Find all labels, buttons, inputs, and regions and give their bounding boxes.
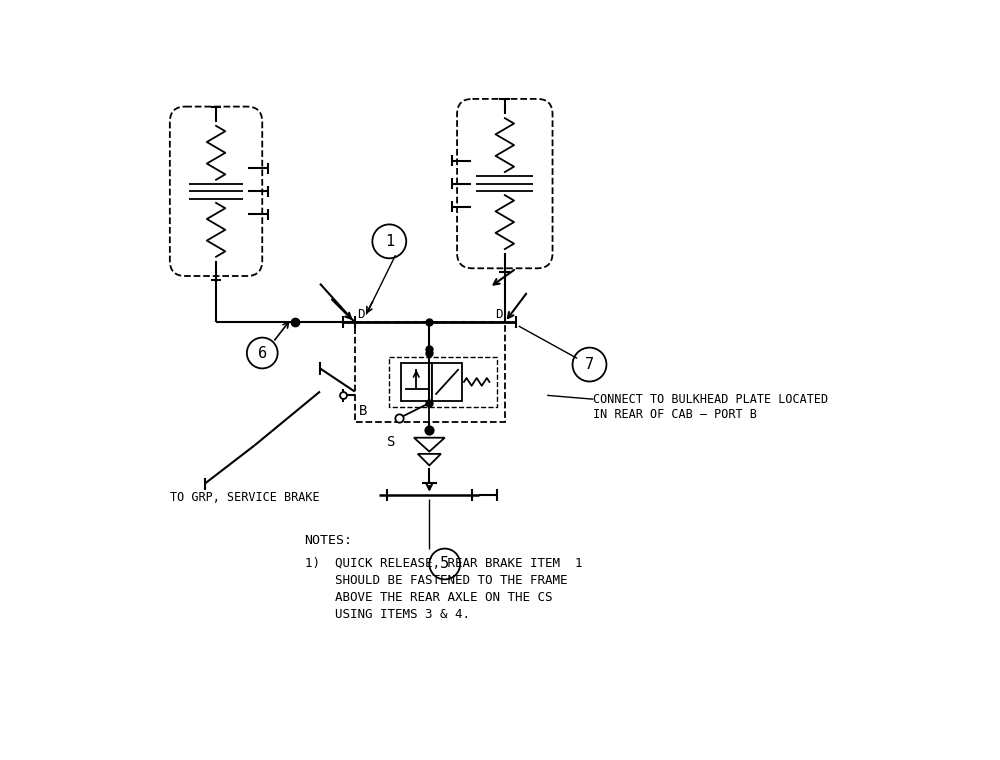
Bar (432, 363, 462, 401)
Text: D: D (495, 308, 502, 321)
Text: 1: 1 (385, 234, 394, 249)
Text: CONNECT TO BULKHEAD PLATE LOCATED: CONNECT TO BULKHEAD PLATE LOCATED (593, 393, 828, 406)
Text: 5: 5 (440, 556, 449, 572)
Text: ABOVE THE REAR AXLE ON THE CS: ABOVE THE REAR AXLE ON THE CS (305, 591, 552, 604)
Text: TO GRP, SERVICE BRAKE: TO GRP, SERVICE BRAKE (170, 491, 319, 505)
Bar (355, 322, 505, 423)
Text: S: S (387, 435, 395, 448)
Text: SHOULD BE FASTENED TO THE FRAME: SHOULD BE FASTENED TO THE FRAME (305, 574, 567, 587)
Text: NOTES:: NOTES: (305, 534, 353, 547)
Text: 7: 7 (585, 357, 594, 372)
Text: B: B (358, 404, 367, 419)
Text: 1)  QUICK RELEASE, REAR BRAKE ITEM  1: 1) QUICK RELEASE, REAR BRAKE ITEM 1 (305, 557, 582, 570)
Bar (401, 363, 432, 401)
Text: 6: 6 (258, 346, 267, 360)
Text: IN REAR OF CAB – PORT B: IN REAR OF CAB – PORT B (593, 408, 757, 421)
Bar (389, 357, 497, 407)
Text: D: D (357, 308, 364, 321)
Text: USING ITEMS 3 & 4.: USING ITEMS 3 & 4. (305, 608, 470, 621)
